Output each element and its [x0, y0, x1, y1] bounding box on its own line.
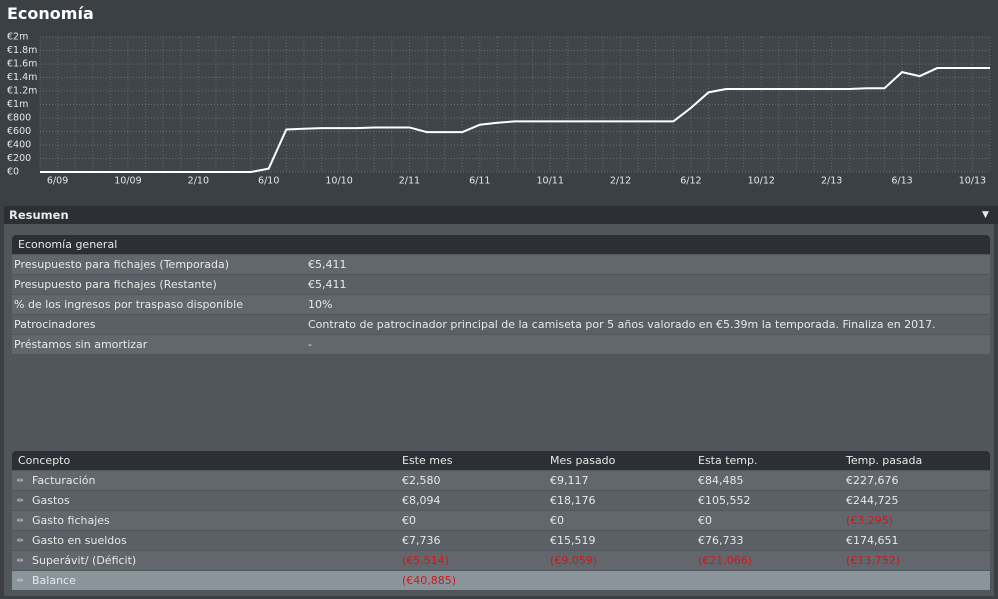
chart: €0 €200 €400 €600 €800 €1m €1.2m €1.4m €1.6m €1.8… — [7, 32, 991, 187]
x-tick-label: 2/12 — [610, 176, 631, 187]
x-tick-label: 6/11 — [469, 176, 490, 187]
cell-value: €84,485 — [698, 474, 744, 487]
x-tick-label: 2/13 — [821, 176, 842, 187]
row-label: Superávit/ (Déficit) — [32, 554, 137, 567]
x-tick-label: 10/09 — [114, 176, 141, 187]
row-label: Facturación — [32, 474, 96, 487]
y-tick-label: €1.4m — [7, 72, 37, 83]
y-tick-label: €1m — [7, 99, 28, 110]
cell-value: €8,094 — [402, 494, 441, 507]
y-tick-label: €2m — [7, 32, 28, 43]
table-header — [12, 235, 990, 254]
section-bar[interactable] — [4, 206, 998, 224]
column-header: Temp. pasada — [846, 454, 923, 467]
row-label: Presupuesto para fichajes (Restante) — [14, 278, 217, 291]
row-icon: ✏ — [17, 476, 24, 485]
x-tick-label: 6/09 — [47, 176, 68, 187]
cell-value: €227,676 — [846, 474, 899, 487]
cell-value: €2,580 — [402, 474, 441, 487]
table-row — [12, 275, 990, 294]
row-value: - — [308, 338, 312, 351]
y-tick-label: €0 — [7, 167, 19, 178]
y-tick-label: €800 — [7, 113, 31, 124]
cell-value: (€9,059) — [550, 554, 598, 567]
cell-value: (€21,066) — [698, 554, 753, 567]
row-value: €5,411 — [308, 258, 347, 271]
y-tick-label: €1.2m — [7, 86, 37, 97]
x-tick-label: 6/13 — [891, 176, 912, 187]
row-icon: ✏ — [17, 576, 24, 585]
cell-value: €0 — [698, 514, 712, 527]
column-header: Este mes — [402, 454, 453, 467]
row-label: Préstamos sin amortizar — [14, 338, 148, 351]
section-title: Resumen — [9, 208, 69, 222]
table-row[interactable] — [12, 491, 990, 510]
x-tick-label: 10/12 — [748, 176, 775, 187]
cell-value: €18,176 — [550, 494, 596, 507]
cell-value: €7,736 — [402, 534, 441, 547]
table-row — [12, 295, 990, 314]
row-icon: ✏ — [17, 556, 24, 565]
row-icon: ✏ — [17, 496, 24, 505]
row-icon: ✏ — [17, 516, 24, 525]
cell-value: €0 — [550, 514, 564, 527]
y-tick-label: €1.8m — [7, 45, 37, 56]
table-header — [12, 451, 990, 470]
cell-value: €76,733 — [698, 534, 744, 547]
row-label: Gasto fichajes — [32, 514, 110, 527]
row-label: % de los ingresos por traspaso disponibl… — [14, 298, 243, 311]
cell-value: €9,117 — [550, 474, 589, 487]
column-header: Concepto — [18, 454, 71, 467]
cell-value: €244,725 — [846, 494, 899, 507]
row-label: Balance — [32, 574, 76, 587]
x-tick-label: 6/12 — [680, 176, 701, 187]
x-tick-label: 6/10 — [258, 176, 279, 187]
cell-value: (€40,885) — [402, 574, 457, 587]
cell-value: €0 — [402, 514, 416, 527]
table-row[interactable] — [12, 471, 990, 490]
row-label: Gastos — [32, 494, 70, 507]
row-value: €5,411 — [308, 278, 347, 291]
table-row[interactable] — [12, 571, 990, 590]
row-value: 10% — [308, 298, 333, 311]
row-value: Contrato de patrocinador principal de la… — [308, 318, 936, 331]
cell-value: (€3,295) — [846, 514, 894, 527]
table-row[interactable] — [12, 531, 990, 550]
y-tick-label: €1.6m — [7, 59, 37, 70]
cell-value: €15,519 — [550, 534, 596, 547]
line-series — [40, 67, 990, 173]
x-tick-label: 10/13 — [959, 176, 986, 187]
collapse-arrow[interactable]: ▼ — [982, 210, 989, 220]
table-title: Economía general — [18, 238, 118, 251]
row-label: Presupuesto para fichajes (Temporada) — [14, 258, 230, 271]
table-row — [12, 315, 990, 334]
cell-value: (€13,752) — [846, 554, 901, 567]
y-tick-label: €400 — [7, 140, 31, 151]
column-header: Esta temp. — [698, 454, 758, 467]
cell-value: €174,651 — [846, 534, 899, 547]
x-tick-label: 2/10 — [188, 176, 209, 187]
y-tick-label: €200 — [7, 153, 31, 164]
table-row[interactable] — [12, 511, 990, 530]
row-label: Patrocinadores — [14, 318, 96, 331]
table-row — [12, 255, 990, 274]
cell-value: (€5,514) — [402, 554, 450, 567]
row-label: Gasto en sueldos — [32, 534, 127, 547]
page-title: Economía — [7, 4, 94, 23]
cell-value: €105,552 — [698, 494, 751, 507]
x-tick-label: 2/11 — [399, 176, 420, 187]
y-tick-label: €600 — [7, 126, 31, 137]
row-icon: ✏ — [17, 536, 24, 545]
x-tick-label: 10/11 — [536, 176, 563, 187]
column-header: Mes pasado — [550, 454, 616, 467]
table-row[interactable] — [12, 551, 990, 570]
x-tick-label: 10/10 — [325, 176, 352, 187]
table-row — [12, 335, 990, 354]
